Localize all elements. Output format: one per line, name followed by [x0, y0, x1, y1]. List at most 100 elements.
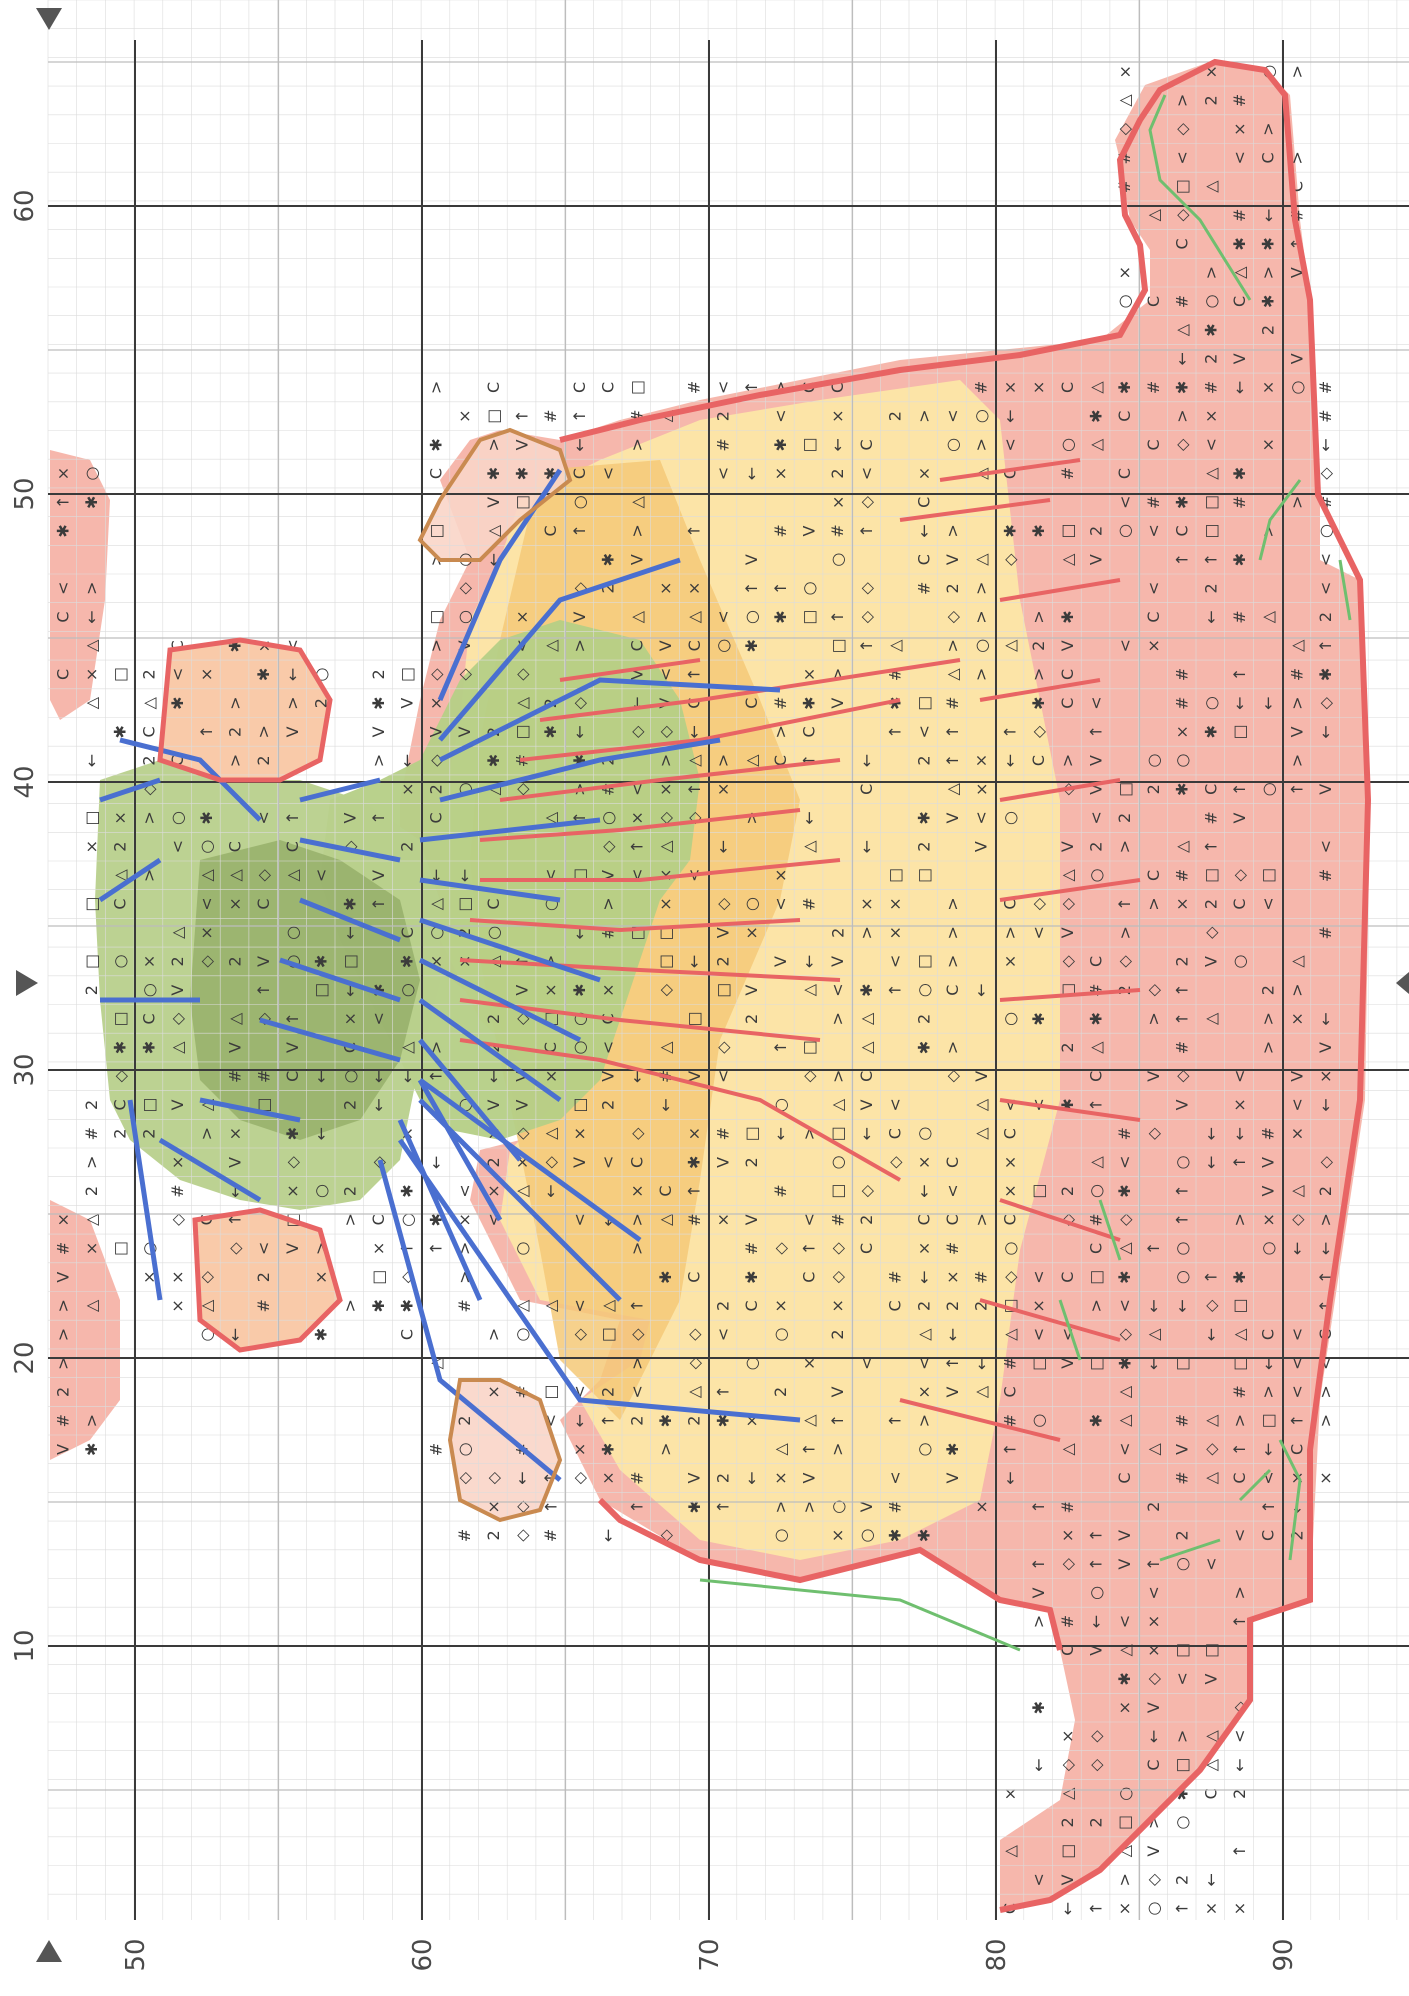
- stitch-symbol: ○: [1115, 524, 1134, 538]
- stitch-symbol: <: [1115, 1443, 1134, 1456]
- stitch-symbol: V: [226, 1157, 245, 1168]
- stitch-symbol: C: [1000, 468, 1019, 479]
- stitch-symbol: ◇: [828, 1270, 847, 1283]
- stitch-symbol: #: [541, 409, 560, 422]
- stitch-symbol: ↑: [685, 668, 704, 681]
- stitch-symbol: ←: [742, 467, 761, 480]
- stitch-symbol: >: [627, 524, 646, 537]
- stitch-symbol: <: [1230, 1529, 1249, 1542]
- stitch-symbol: ↑: [283, 1012, 302, 1025]
- stitch-symbol: C: [1000, 898, 1019, 909]
- stitch-symbol: C: [1144, 1759, 1163, 1770]
- stitch-symbol: ✱: [1115, 1672, 1134, 1685]
- stitch-symbol: V: [828, 698, 847, 709]
- stitch-symbol: ✱: [1115, 381, 1134, 394]
- stitch-symbol: ×: [771, 1471, 790, 1484]
- stitch-symbol: >: [656, 754, 675, 767]
- stitch-symbol: ×: [599, 983, 618, 996]
- stitch-symbol: 2: [139, 1129, 158, 1139]
- stitch-symbol: ✱: [312, 955, 331, 968]
- stitch-symbol: C: [1058, 698, 1077, 709]
- stitch-symbol: ×: [398, 783, 417, 796]
- stitch-symbol: □: [800, 437, 819, 452]
- stitch-symbol: ×: [771, 869, 790, 882]
- stitch-symbol: ×: [627, 1184, 646, 1197]
- stitch-symbol: C: [53, 611, 72, 622]
- stitch-symbol: C: [1259, 1329, 1278, 1340]
- stitch-symbol: △: [1287, 1184, 1306, 1197]
- stitch-symbol: ✱: [656, 1270, 675, 1283]
- stitch-symbol: □: [656, 954, 675, 969]
- stitch-symbol: ×: [1287, 1471, 1306, 1484]
- stitch-symbol: ↑: [1000, 725, 1019, 738]
- pattern-axes: 10 20 30 40 50 60 50 60 70 80 90: [10, 189, 1299, 1971]
- stitch-symbol: ◇: [513, 668, 532, 681]
- stitch-symbol: 2: [857, 1215, 876, 1225]
- stitch-symbol: <: [570, 1213, 589, 1226]
- stitch-symbol: ◇: [1287, 1213, 1306, 1226]
- stitch-symbol: ←: [800, 955, 819, 968]
- stitch-symbol: ○: [312, 1184, 331, 1198]
- stitch-symbol: ○: [828, 1500, 847, 1514]
- stitch-symbol: △: [685, 754, 704, 767]
- stitch-symbol: ←: [1316, 1012, 1335, 1025]
- stitch-symbol: ◇: [513, 782, 532, 795]
- stitch-symbol: ←: [1230, 381, 1249, 394]
- stitch-symbol: ←: [1201, 1328, 1220, 1341]
- stitch-symbol: ×: [828, 1529, 847, 1542]
- stitch-symbol: △: [1000, 639, 1019, 652]
- x-axis-tick-label: 50: [10, 477, 40, 510]
- stitch-symbol: #: [426, 1443, 445, 1456]
- stitch-symbol: ○: [1173, 1815, 1192, 1829]
- stitch-symbol: ✱: [857, 983, 876, 996]
- stitch-symbol: #: [1287, 668, 1306, 681]
- stitch-symbol: #: [1316, 869, 1335, 882]
- stitch-symbol: ↑: [943, 1357, 962, 1370]
- stitch-symbol: ✱: [111, 1041, 130, 1054]
- stitch-symbol: ←: [1144, 1299, 1163, 1312]
- stitch-symbol: △: [1201, 1414, 1220, 1427]
- stitch-symbol: ×: [1000, 1787, 1019, 1800]
- stitch-symbol: △: [627, 610, 646, 623]
- stitch-symbol: □: [1201, 523, 1220, 538]
- stitch-symbol: △: [1115, 1385, 1134, 1398]
- stitch-symbol: △: [197, 869, 216, 882]
- stitch-symbol: ◇: [1115, 955, 1134, 968]
- stitch-symbol: ↑: [886, 725, 905, 738]
- stitch-symbol: <: [1316, 582, 1335, 595]
- stitch-symbol: <: [886, 1098, 905, 1111]
- stitch-symbol: ✱: [1173, 783, 1192, 796]
- stitch-symbol: >: [627, 438, 646, 451]
- stitch-symbol: V: [713, 1157, 732, 1168]
- stitch-symbol: C: [111, 898, 130, 909]
- stitch-symbol: V: [828, 956, 847, 967]
- stitch-symbol: C: [283, 841, 302, 852]
- stitch-symbol: ✱: [1316, 668, 1335, 681]
- stitch-symbol: #: [1201, 811, 1220, 824]
- stitch-symbol: <: [168, 840, 187, 853]
- stitch-symbol: <: [1087, 696, 1106, 709]
- stitch-symbol: □: [312, 983, 331, 998]
- stitch-symbol: <: [627, 783, 646, 796]
- stitch-symbol: >: [1173, 409, 1192, 422]
- stitch-symbol: ×: [53, 467, 72, 480]
- stitch-symbol: ○: [82, 467, 101, 481]
- stitch-symbol: ×: [570, 1443, 589, 1456]
- stitch-symbol: ←: [312, 1127, 331, 1140]
- stitch-symbol: ✱: [914, 1041, 933, 1054]
- stitch-symbol: V: [254, 956, 273, 967]
- stitch-symbol: #: [685, 381, 704, 394]
- backstitch-green-veins: [699, 94, 1352, 1652]
- stitch-symbol: >: [484, 1328, 503, 1341]
- stitch-symbol: ←: [1259, 1357, 1278, 1370]
- stitch-symbol: ↑: [1201, 1270, 1220, 1283]
- stitch-symbol: ←: [1230, 1127, 1249, 1140]
- stitch-symbol: ○: [1144, 754, 1163, 768]
- stitch-symbol: ←: [627, 1070, 646, 1083]
- stitch-symbol: C: [1058, 669, 1077, 680]
- stitch-symbol: <: [1029, 1270, 1048, 1283]
- stitch-symbol: ○: [570, 495, 589, 509]
- stitch-symbol: ↑: [1087, 1557, 1106, 1570]
- stitch-symbol: C: [771, 755, 790, 766]
- stitch-symbol: △: [1115, 94, 1134, 107]
